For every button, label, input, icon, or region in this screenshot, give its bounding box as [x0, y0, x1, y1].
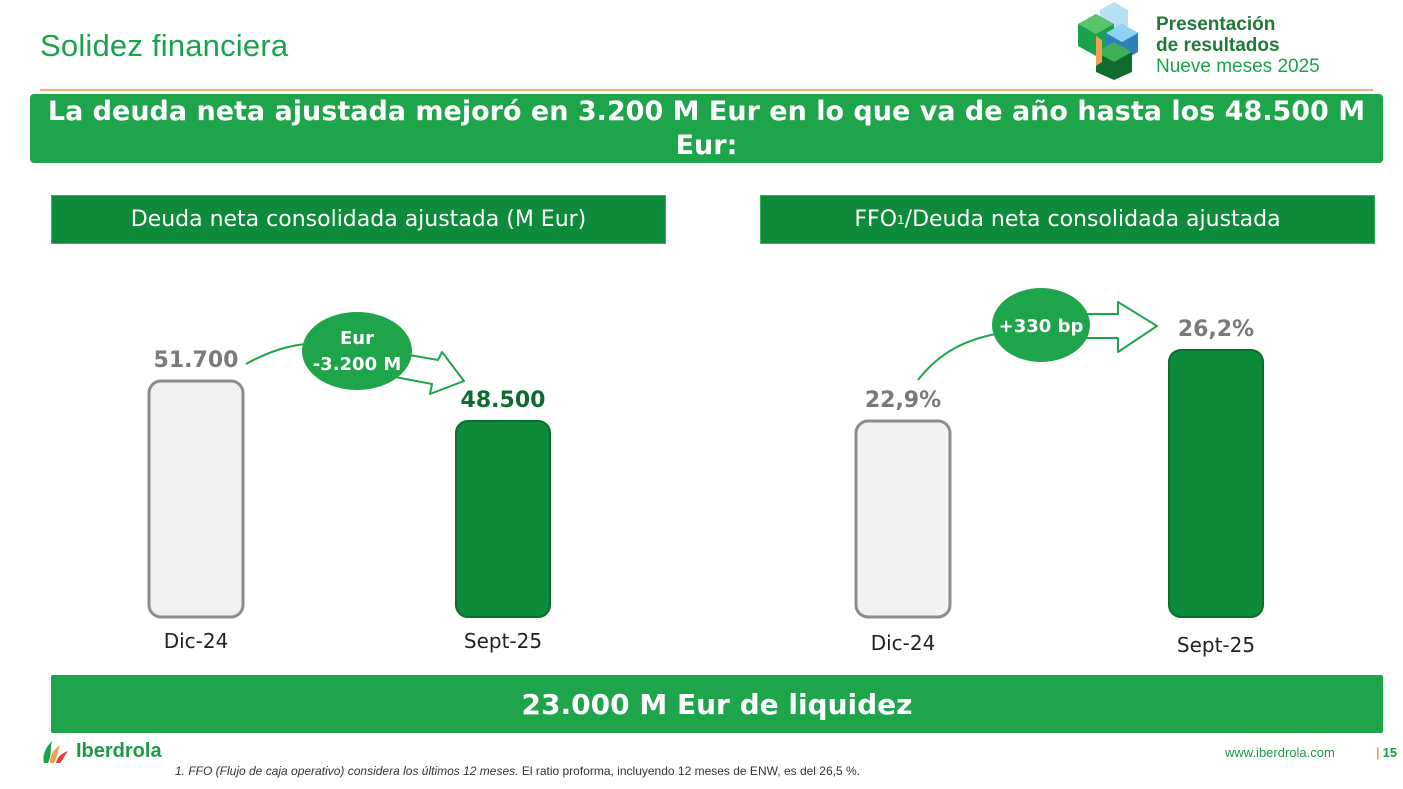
chart-2-bar-dic-24: [854, 419, 952, 619]
chart-2-category-label-2: Sept-25: [1177, 633, 1255, 657]
liquidity-banner: 23.000 M Eur de liquidez: [51, 675, 1383, 733]
chart-2-bar-sept-25: [1168, 349, 1264, 618]
page-number: | 15: [1376, 745, 1398, 760]
page-number-value: 15: [1382, 745, 1398, 760]
chart-1-value-label-1: 51.700: [154, 348, 239, 373]
iberdrola-flame-icon: [43, 741, 68, 763]
chart-1-bar-dic-24: [147, 379, 245, 619]
presentation-caption: Presentación de resultados Nueve meses 2…: [1156, 14, 1320, 77]
presentation-line-2: de resultados: [1156, 35, 1280, 56]
headline-banner: La deuda neta ajustada mejoró en 3.200 M…: [30, 94, 1383, 195]
chart-1-title: Deuda neta consolidada ajustada (M Eur): [51, 195, 666, 244]
chart-2-value-label-2: 26,2%: [1178, 317, 1254, 342]
presentation-line-3: Nueve meses 2025: [1156, 56, 1320, 77]
chart-1-change-bubble: [302, 312, 412, 390]
chart-1-bar-sept-25: [455, 420, 551, 618]
footnote-rest: El ratio proforma, incluyendo 12 meses d…: [518, 764, 860, 778]
headline-line-1: La deuda neta ajustada mejoró en 3.200 M…: [47, 96, 1366, 161]
chart-2-title-rest: /Deuda neta consolidada ajustada: [904, 207, 1281, 232]
presentation-cubes-logo: [1078, 2, 1138, 80]
chart-1-change-label-1: Eur: [340, 328, 374, 349]
headline-line-2: Mejora de ratios totalmente consistentes…: [190, 164, 1223, 195]
chart-1-category-label-2: Sept-25: [464, 629, 542, 653]
chart-2-category-label-1: Dic-24: [871, 631, 936, 655]
chart-2-title-prefix: FFO: [854, 207, 898, 232]
chart-2-change-arrow: [1085, 301, 1158, 353]
brand-name: Iberdrola: [76, 739, 162, 762]
footnote-italic: 1. FFO (Flujo de caja operativo) conside…: [175, 764, 519, 778]
chart-2-title-footnote-mark: 1: [897, 212, 905, 227]
chart-2-connector: [917, 333, 997, 381]
chart-1-change-label-2: -3.200 M: [313, 354, 402, 375]
header-divider: [40, 89, 1373, 91]
slide-title: Solidez financiera: [40, 28, 289, 63]
website-link[interactable]: www.iberdrola.com: [1225, 745, 1335, 760]
iberdrola-logo: Iberdrola: [40, 737, 162, 765]
chart-1-value-label-2: 48.500: [461, 388, 546, 413]
presentation-line-1: Presentación: [1156, 14, 1276, 35]
footnote: 1. FFO (Flujo de caja operativo) conside…: [175, 764, 860, 778]
chart-2-title: FFO 1/Deuda neta consolidada ajustada: [760, 195, 1375, 244]
chart-2-value-label-1: 22,9%: [865, 388, 941, 413]
chart-2-change-label-1: +330 bp: [999, 316, 1084, 337]
chart-2-change-bubble: [992, 288, 1090, 362]
chart-1-category-label-1: Dic-24: [164, 629, 229, 653]
